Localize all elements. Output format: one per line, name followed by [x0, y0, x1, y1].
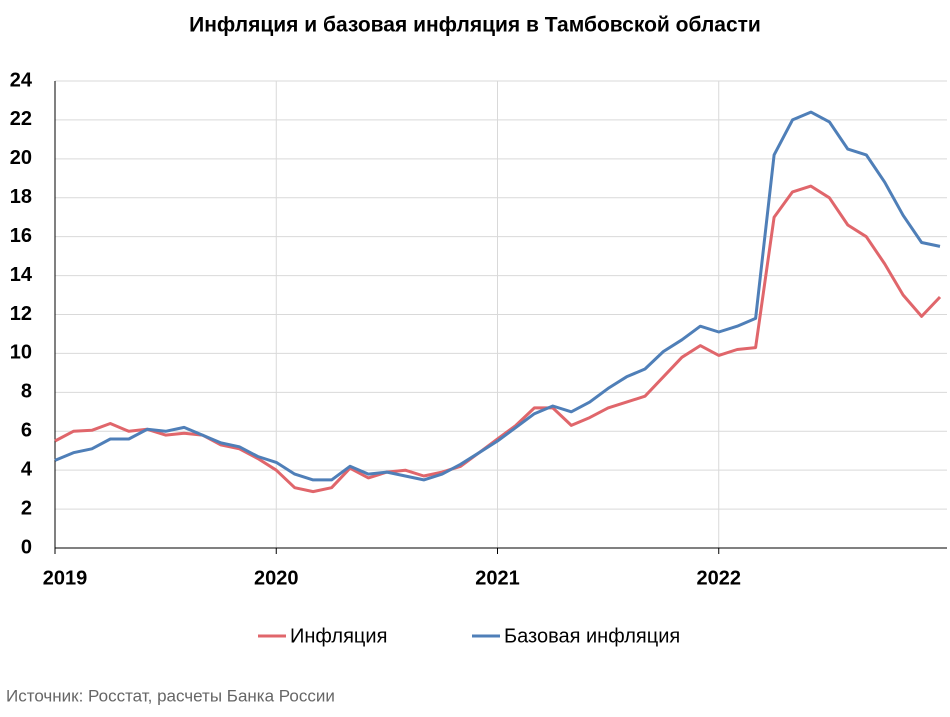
y-tick-label: 2	[21, 497, 32, 519]
source: Источник: Росстат, расчеты Банка России	[6, 686, 335, 705]
y-tick-label: 0	[21, 536, 32, 558]
y-tick-label: 24	[10, 69, 33, 91]
y-tick-label: 16	[10, 225, 32, 247]
chart-title: Инфляция и базовая инфляция в Тамбовской…	[189, 14, 761, 37]
x-tick-label: 2022	[697, 567, 742, 589]
y-tick-label: 10	[10, 342, 32, 364]
legend-label: Базовая инфляция	[504, 625, 680, 647]
y-tick-label: 6	[21, 420, 32, 442]
y-tick-label: 8	[21, 381, 32, 403]
x-tick-label: 2021	[475, 567, 520, 589]
y-tick-label: 18	[10, 186, 32, 208]
y-tick-label: 4	[21, 458, 33, 480]
y-tick-label: 12	[10, 303, 32, 325]
x-tick-label: 2019	[43, 567, 88, 589]
series-line	[54, 110, 941, 482]
y-tick-label: 14	[10, 264, 33, 286]
y-tick-label: 22	[10, 108, 32, 130]
y-tick-label: 20	[10, 147, 32, 169]
x-tick-label: 2020	[254, 567, 299, 589]
legend-label: Инфляция	[290, 625, 387, 647]
